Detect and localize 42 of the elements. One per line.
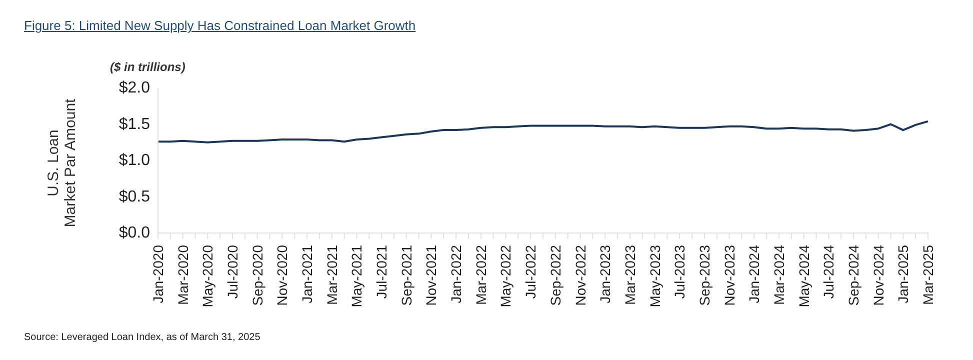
x-tick-label: Jul-2020 <box>224 244 241 299</box>
y-tick-label: $1.5 <box>118 116 150 133</box>
y-tick-label: $1.0 <box>118 152 150 169</box>
x-tick-label: Jul-2024 <box>820 244 837 299</box>
x-tick-label: Mar-2024 <box>770 244 787 305</box>
line-series <box>157 120 929 144</box>
x-tick-label: Jul-2023 <box>672 244 688 299</box>
x-tick-label: Nov-2020 <box>274 244 290 306</box>
x-tick-label: May-2020 <box>200 244 216 308</box>
x-tick-label: Sep-2022 <box>547 244 564 306</box>
x-tick-label: Mar-2025 <box>920 244 936 305</box>
x-tick-label: Mar-2021 <box>324 244 340 305</box>
x-tick-label: Nov-2022 <box>572 244 588 306</box>
y-tick-label: $0.0 <box>118 224 150 242</box>
x-tick-label: Nov-2021 <box>423 244 440 306</box>
x-tick-label: Sep-2023 <box>696 244 712 306</box>
x-tick-label: Nov-2024 <box>870 244 886 306</box>
x-tick-label: Jan-2023 <box>597 244 614 304</box>
x-tick-label: May-2023 <box>646 244 663 308</box>
x-tick-label: Jan-2020 <box>150 244 166 304</box>
y-tick-label: $2.0 <box>118 80 150 96</box>
chart-title: Figure 5: Limited New Supply Has Constrained Loan Market Growth <box>24 18 416 33</box>
x-tick-label: Jan-2024 <box>746 244 762 304</box>
chart-subtitle: ($ in trillions) <box>110 60 186 74</box>
x-tick-label: Nov-2023 <box>721 244 738 306</box>
x-tick-label: Jan-2022 <box>448 244 464 304</box>
x-tick-label: Sep-2024 <box>845 244 862 306</box>
x-tick-label: Sep-2021 <box>398 244 414 306</box>
x-tick-label: Mar-2022 <box>472 244 489 305</box>
x-tick-label: May-2024 <box>796 244 812 308</box>
x-tick-label: May-2021 <box>348 244 365 308</box>
y-tick-label: $0.5 <box>118 188 150 206</box>
y-axis-title: U.S. Loan Market Par Amount <box>45 98 79 228</box>
x-tick-label: Jan-2025 <box>895 244 912 304</box>
x-tick-label: Jul-2022 <box>522 244 539 299</box>
x-tick-label: Sep-2020 <box>249 244 266 306</box>
x-tick-label: Mar-2023 <box>622 244 638 305</box>
source-note: Source: Leveraged Loan Index, as of March 31, 2025 <box>24 332 260 343</box>
x-tick-label: May-2022 <box>498 244 514 308</box>
x-tick-label: Mar-2020 <box>174 244 191 305</box>
x-tick-label: Jan-2021 <box>299 244 316 304</box>
x-tick-label: Jul-2021 <box>374 244 390 299</box>
